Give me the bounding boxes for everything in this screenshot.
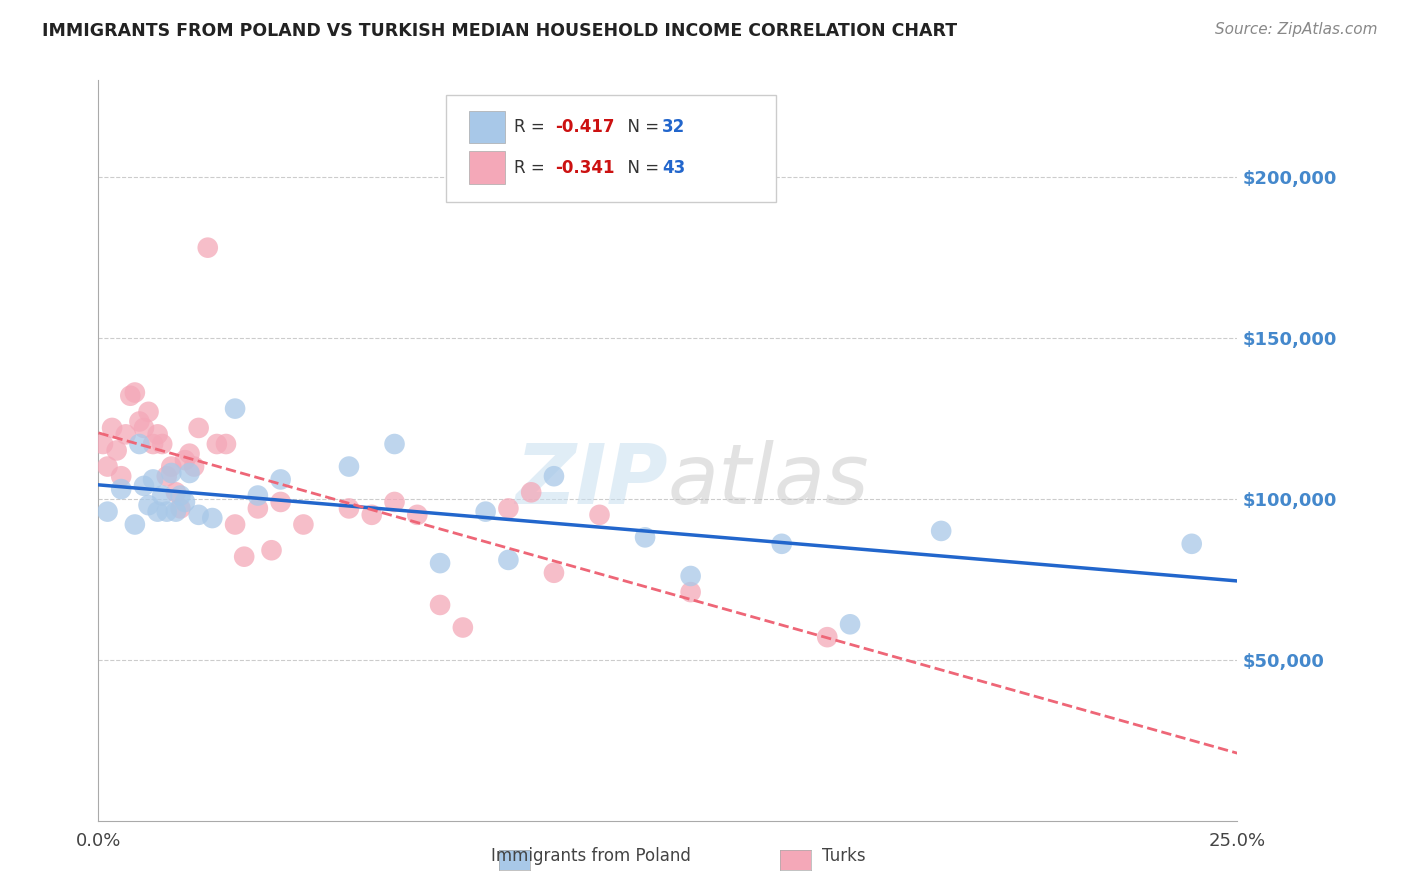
Point bbox=[270, 495, 292, 509]
Point bbox=[138, 498, 160, 512]
Point bbox=[224, 401, 246, 416]
Point bbox=[679, 585, 702, 599]
Point bbox=[679, 569, 702, 583]
Point bbox=[96, 459, 118, 474]
Point bbox=[142, 472, 165, 486]
Point bbox=[360, 508, 382, 522]
Point bbox=[451, 620, 474, 634]
Text: N =: N = bbox=[617, 118, 664, 136]
Point bbox=[179, 466, 201, 480]
Point bbox=[187, 508, 209, 522]
Point bbox=[588, 508, 610, 522]
Point bbox=[128, 415, 150, 429]
Point bbox=[105, 443, 128, 458]
Point bbox=[101, 421, 124, 435]
Point bbox=[128, 437, 150, 451]
Point bbox=[498, 553, 520, 567]
Point bbox=[174, 495, 197, 509]
Point bbox=[634, 530, 657, 544]
Point bbox=[150, 437, 173, 451]
Text: ZIP: ZIP bbox=[515, 440, 668, 521]
Point bbox=[292, 517, 315, 532]
Point bbox=[187, 421, 209, 435]
Point bbox=[156, 505, 179, 519]
Point bbox=[215, 437, 238, 451]
Point bbox=[474, 505, 496, 519]
Point bbox=[201, 511, 224, 525]
Point bbox=[770, 537, 793, 551]
Text: atlas: atlas bbox=[668, 440, 869, 521]
Point bbox=[114, 427, 136, 442]
Point bbox=[246, 489, 269, 503]
Point bbox=[91, 437, 114, 451]
Point bbox=[815, 630, 838, 644]
Point bbox=[146, 505, 169, 519]
Point bbox=[337, 501, 360, 516]
Point bbox=[384, 437, 406, 451]
Text: Turks: Turks bbox=[821, 847, 866, 865]
Point bbox=[233, 549, 256, 564]
FancyBboxPatch shape bbox=[468, 111, 505, 144]
Point bbox=[179, 447, 201, 461]
Point bbox=[124, 517, 146, 532]
Point bbox=[384, 495, 406, 509]
Text: Immigrants from Poland: Immigrants from Poland bbox=[491, 847, 690, 865]
Point bbox=[543, 566, 565, 580]
Point bbox=[150, 489, 173, 503]
Point bbox=[120, 389, 142, 403]
Point bbox=[337, 459, 360, 474]
Text: Source: ZipAtlas.com: Source: ZipAtlas.com bbox=[1215, 22, 1378, 37]
Text: R =: R = bbox=[515, 159, 550, 177]
Point bbox=[110, 482, 132, 496]
Point bbox=[169, 489, 191, 503]
Point bbox=[160, 466, 183, 480]
Point bbox=[1181, 537, 1204, 551]
Point bbox=[270, 472, 292, 486]
Point bbox=[429, 598, 451, 612]
Text: N =: N = bbox=[617, 159, 664, 177]
Point bbox=[406, 508, 429, 522]
Point bbox=[543, 469, 565, 483]
Point bbox=[929, 524, 952, 538]
Point bbox=[110, 469, 132, 483]
Point bbox=[429, 556, 451, 570]
Point bbox=[174, 453, 197, 467]
Point bbox=[132, 479, 155, 493]
Point bbox=[183, 459, 205, 474]
Text: 32: 32 bbox=[662, 118, 685, 136]
Point bbox=[246, 501, 269, 516]
Point bbox=[197, 241, 219, 255]
Point bbox=[498, 501, 520, 516]
Point bbox=[156, 469, 179, 483]
Point bbox=[224, 517, 246, 532]
Text: -0.417: -0.417 bbox=[555, 118, 614, 136]
Point bbox=[205, 437, 228, 451]
Point bbox=[96, 505, 118, 519]
Point bbox=[165, 485, 187, 500]
Point bbox=[839, 617, 862, 632]
Point bbox=[124, 385, 146, 400]
Point bbox=[146, 427, 169, 442]
Point bbox=[132, 421, 155, 435]
Point bbox=[165, 505, 187, 519]
Point bbox=[520, 485, 543, 500]
FancyBboxPatch shape bbox=[446, 95, 776, 202]
Point bbox=[138, 405, 160, 419]
Point bbox=[260, 543, 283, 558]
Text: -0.341: -0.341 bbox=[555, 159, 614, 177]
Text: 43: 43 bbox=[662, 159, 685, 177]
Point bbox=[169, 501, 191, 516]
FancyBboxPatch shape bbox=[468, 152, 505, 184]
Point bbox=[142, 437, 165, 451]
Point bbox=[160, 459, 183, 474]
Text: IMMIGRANTS FROM POLAND VS TURKISH MEDIAN HOUSEHOLD INCOME CORRELATION CHART: IMMIGRANTS FROM POLAND VS TURKISH MEDIAN… bbox=[42, 22, 957, 40]
Text: R =: R = bbox=[515, 118, 550, 136]
